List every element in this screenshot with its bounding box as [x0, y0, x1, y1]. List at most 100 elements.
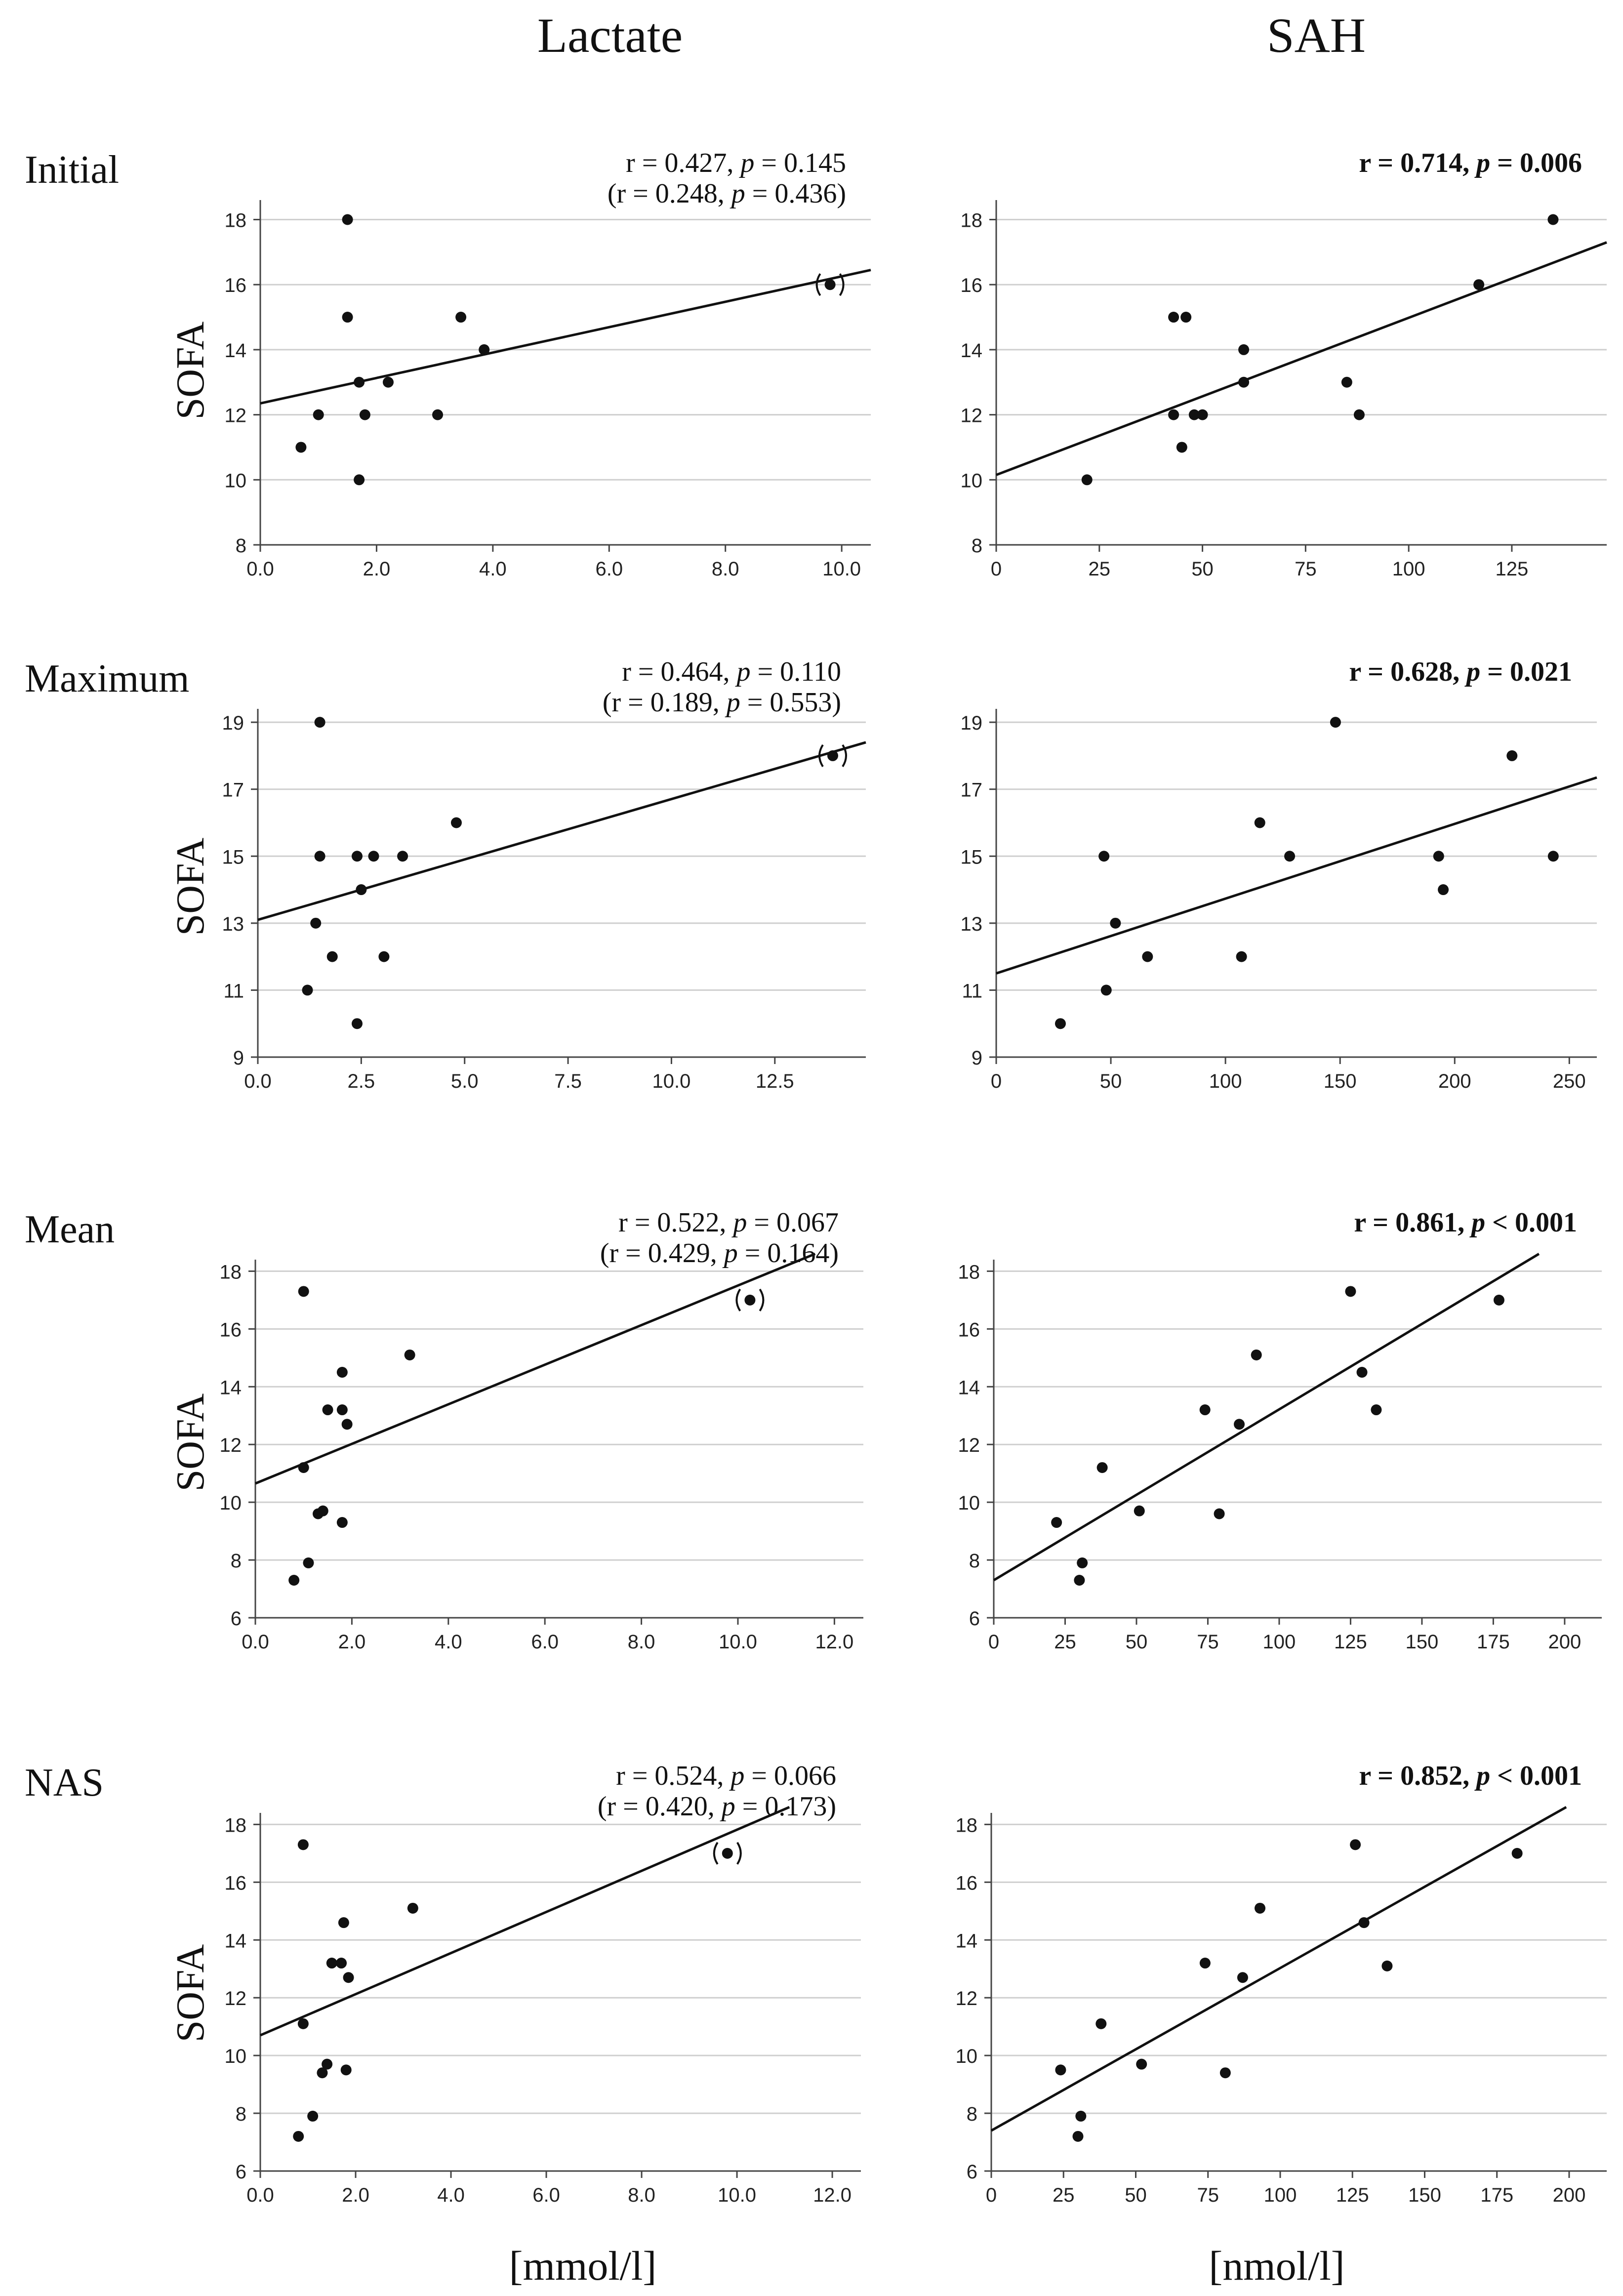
y-tick-label: 12 — [225, 405, 247, 427]
x-tick-label: 150 — [1324, 1070, 1357, 1092]
regression-line — [993, 1253, 1540, 1582]
x-tick-label: 2.0 — [338, 1631, 366, 1653]
x-tick-label: 50 — [1126, 1631, 1148, 1653]
x-tick-label: 100 — [1392, 558, 1425, 580]
data-point — [1438, 884, 1449, 896]
data-point — [1341, 376, 1352, 388]
data-point — [1251, 1349, 1262, 1360]
x-tick-label: 4.0 — [437, 2184, 465, 2206]
stat-annotation-line2: (r = 0.420, p = 0.173) — [598, 1791, 836, 1822]
data-point — [1345, 1286, 1356, 1297]
data-point — [450, 817, 462, 828]
x-tick-label: 8.0 — [628, 2184, 655, 2206]
x-tick-label: 6.0 — [532, 2184, 560, 2206]
y-tick-label: 13 — [222, 913, 244, 935]
y-tick-label: 18 — [220, 1261, 242, 1283]
data-point — [1219, 2067, 1231, 2079]
data-point — [336, 1367, 348, 1378]
y-tick-label: 18 — [956, 1814, 978, 1836]
data-point — [1381, 1960, 1393, 1971]
stat-annotation-line1: r = 0.628, p = 0.021 — [1349, 656, 1572, 687]
y-tick-label: 9 — [233, 1047, 244, 1069]
data-point — [317, 1505, 328, 1517]
data-point — [1237, 1972, 1248, 1983]
scatter-panel-lactate-maximum: 9 11 13 15 17 19 0.0 2.5 5.0 7.5 10.0 12.5 r = 0.464… — [222, 656, 866, 1092]
y-tick-label: 10 — [225, 470, 247, 492]
y-tick-label: 17 — [222, 779, 244, 801]
x-tick-label: 10.0 — [652, 1070, 690, 1092]
data-point — [336, 1517, 348, 1528]
y-tick-label: 14 — [225, 340, 247, 362]
data-point — [1433, 851, 1444, 862]
data-point — [1199, 1958, 1211, 1969]
row-label-initial: Initial — [25, 148, 119, 192]
x-tick-label: 75 — [1197, 2184, 1219, 2206]
outlier-right-paren — [736, 1842, 742, 1865]
data-point — [1493, 1294, 1504, 1306]
data-point — [455, 312, 467, 323]
data-point — [336, 1958, 347, 1969]
x-axis-label-lactate: [mmol/l] — [509, 2243, 657, 2289]
regression-line — [996, 241, 1607, 476]
data-point — [1168, 312, 1179, 323]
x-tick-label: 200 — [1553, 2184, 1586, 2206]
data-point — [1188, 409, 1200, 420]
x-tick-label: 150 — [1406, 1631, 1439, 1653]
x-tick-label: 0.0 — [244, 1070, 272, 1092]
y-tick-label: 14 — [958, 1377, 980, 1398]
x-tick-label: 8.0 — [628, 1631, 655, 1653]
y-tick-label: 18 — [225, 1814, 247, 1836]
data-point — [336, 1404, 348, 1416]
data-point — [298, 1286, 309, 1297]
y-tick-label: 17 — [961, 779, 983, 801]
data-point — [1197, 409, 1208, 420]
scatter-panel-sah-mean: 6 8 10 12 14 16 18 0 25 50 75 100 125 150 175 200 r = 0.… — [958, 1207, 1602, 1653]
x-tick-label: 50 — [1125, 2184, 1147, 2206]
data-point — [326, 951, 338, 962]
data-point — [317, 2067, 328, 2079]
x-tick-label: 250 — [1553, 1070, 1586, 1092]
x-tick-label: 75 — [1197, 1631, 1219, 1653]
data-point — [351, 851, 363, 862]
data-point — [1072, 2131, 1084, 2142]
y-tick-label: 9 — [972, 1047, 982, 1069]
outlier-left-paren — [735, 1288, 741, 1312]
y-tick-label: 16 — [220, 1319, 242, 1341]
x-tick-label: 25 — [1054, 1631, 1076, 1653]
regression-line — [260, 269, 871, 405]
regression-line — [996, 776, 1597, 975]
data-point — [1096, 2018, 1107, 2029]
y-tick-label: 8 — [231, 1550, 242, 1572]
y-tick-label: 18 — [958, 1261, 980, 1283]
column-title-sah: SAH — [1267, 8, 1366, 63]
x-tick-label: 2.5 — [348, 1070, 375, 1092]
data-point — [326, 1958, 337, 1969]
x-tick-label: 200 — [1438, 1070, 1471, 1092]
x-tick-label: 7.5 — [554, 1070, 582, 1092]
stat-annotation-line2: (r = 0.429, p = 0.164) — [600, 1238, 839, 1269]
outlier-point — [744, 1294, 756, 1306]
data-point — [1096, 1462, 1108, 1473]
data-point — [338, 1917, 349, 1928]
y-tick-label: 6 — [231, 1608, 242, 1630]
data-point — [397, 851, 408, 862]
x-tick-label: 25 — [1053, 2184, 1075, 2206]
data-point — [341, 1419, 353, 1430]
x-tick-label: 125 — [1336, 2184, 1369, 2206]
data-point — [343, 1972, 354, 1983]
data-point — [368, 851, 379, 862]
data-point — [1506, 750, 1518, 761]
data-point — [1055, 2064, 1066, 2076]
y-axis-label-maximum: SOFA — [169, 837, 212, 936]
x-tick-label: 2.0 — [363, 558, 391, 580]
y-tick-label: 10 — [956, 2046, 978, 2067]
stat-annotation-line1: r = 0.427, p = 0.145 — [626, 148, 846, 178]
data-point — [1238, 376, 1250, 388]
data-point — [1180, 312, 1192, 323]
x-tick-label: 100 — [1264, 2184, 1297, 2206]
x-tick-label: 5.0 — [451, 1070, 479, 1092]
y-tick-label: 6 — [967, 2161, 977, 2183]
x-tick-label: 10.0 — [822, 558, 861, 580]
y-tick-label: 14 — [220, 1377, 242, 1398]
